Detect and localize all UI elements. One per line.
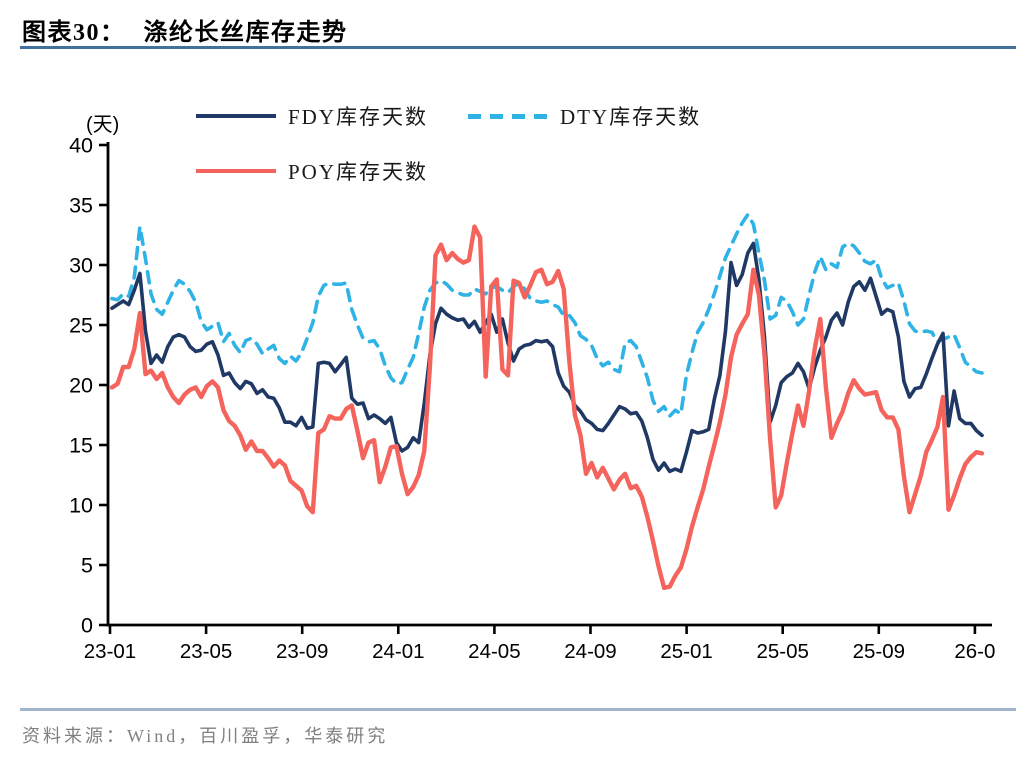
legend-item-poy: POY库存天数 [196,156,428,186]
legend-label-dty: DTY库存天数 [560,105,702,129]
x-tick-label: 23-05 [180,640,232,663]
legend-label-fdy: FDY库存天数 [288,105,429,129]
x-tick-label: 25-01 [660,640,712,663]
y-tick-label: 25 [69,314,93,338]
x-tick-label: 26-0 [954,640,995,663]
x-tick-label: 23-01 [84,640,136,663]
page-title: 图表30： 涤纶长丝库存走势 [22,12,1012,47]
figure-number-label: 图表30： [22,20,126,46]
footer-divider-line [20,708,1016,711]
legend-label-poy: POY库存天数 [288,160,429,184]
series-line-DTY库存天数 [110,212,984,419]
chart-legend: FDY库存天数 DTY库存天数 POY库存天数 [0,0,1036,200]
series-line-FDY库存天数 [110,241,984,474]
legend-item-fdy: FDY库存天数 [196,101,428,131]
y-tick-label: 30 [69,254,93,278]
legend-item-dty: DTY库存天数 [468,101,701,131]
x-tick-label: 25-05 [756,640,808,663]
data-source-note: 资料来源：Wind，百川盈孚，华泰研究 [22,726,389,746]
x-tick-label: 24-09 [564,640,616,663]
fdy-line-sample-icon [196,113,276,119]
dty-dashed-line-sample-icon [468,113,548,119]
title-divider-line [20,46,1016,49]
x-tick-label: 23-09 [276,640,328,663]
y-tick-label: 5 [81,554,93,578]
y-tick-label: 10 [69,494,93,518]
y-tick-label: 20 [69,374,93,398]
x-tick-label: 24-05 [468,640,520,663]
series-line-POY库存天数 [109,224,985,590]
x-tick-label: 24-01 [372,640,424,663]
x-tick-label: 25-09 [853,640,905,663]
figure-title-text: 涤纶长丝库存走势 [143,20,348,46]
y-tick-label: 15 [69,434,93,458]
poy-line-sample-icon [196,168,276,174]
y-tick-label: 0 [81,614,93,638]
